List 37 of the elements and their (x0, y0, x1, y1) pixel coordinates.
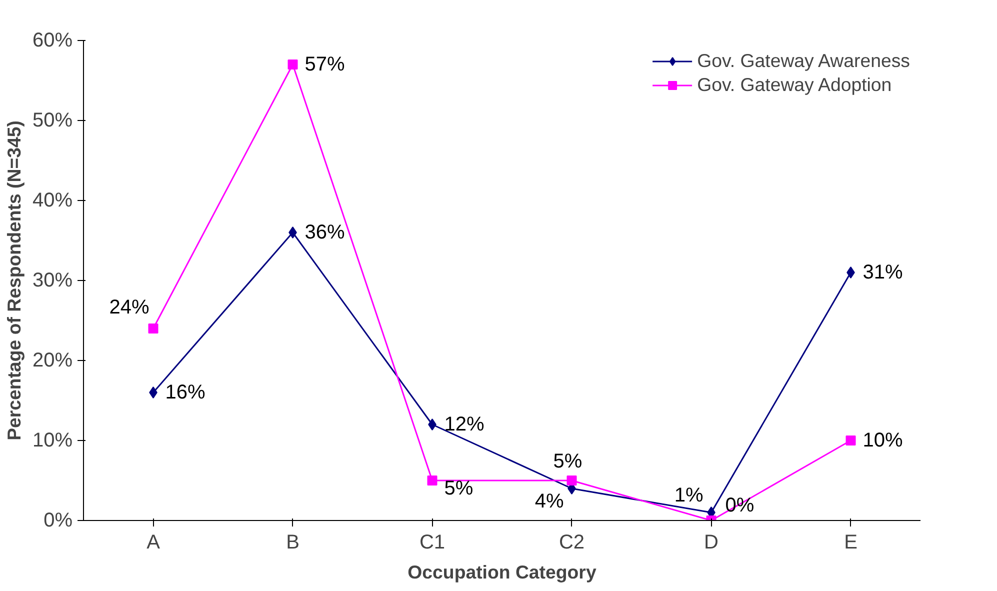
data-label: 4% (534, 490, 564, 512)
data-label: 24% (109, 296, 150, 318)
data-label: 10% (862, 430, 903, 452)
data-label: 5% (553, 450, 582, 472)
point (846, 436, 856, 446)
y-axis-title: Percentage of Respondents (N=345) (3, 120, 24, 440)
legend-label: Gov. Gateway Adoption (697, 74, 892, 96)
data-label: 5% (444, 478, 474, 500)
point (149, 386, 158, 398)
x-tick-label: D (704, 532, 718, 554)
data-label: 31% (862, 262, 903, 284)
point (428, 418, 436, 430)
y-tick-label: 10% (32, 430, 73, 452)
y-tick-label: 20% (32, 350, 73, 372)
x-tick-label: C1 (419, 532, 446, 554)
x-tick-label: E (844, 532, 858, 554)
x-tick-label: C2 (558, 532, 585, 554)
x-tick-label: B (286, 532, 300, 554)
data-label: 57% (304, 54, 345, 76)
point (427, 476, 438, 486)
point (148, 324, 158, 334)
point (288, 226, 297, 238)
data-label: 36% (304, 222, 345, 244)
y-tick-label: 60% (32, 30, 73, 52)
y-tick-label: 40% (32, 190, 73, 212)
y-tick-label: 30% (32, 270, 73, 292)
data-label: 12% (444, 414, 484, 436)
y-tick-label: 50% (32, 110, 73, 132)
point (288, 60, 298, 70)
x-tick-label: A (146, 532, 161, 554)
data-label: 1% (674, 484, 704, 506)
data-label: 16% (165, 382, 206, 404)
legend-label: Gov. Gateway Awareness (697, 50, 910, 72)
y-tick-label: 0% (44, 510, 73, 532)
x-axis-title: Occupation Category (408, 562, 597, 582)
point (566, 476, 577, 486)
point (846, 266, 855, 278)
